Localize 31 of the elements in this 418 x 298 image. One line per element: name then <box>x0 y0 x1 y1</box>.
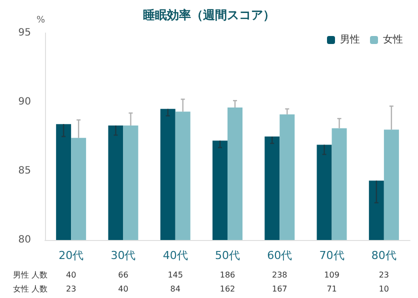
legend-label: 男性 <box>340 34 360 46</box>
text: 238 <box>272 270 288 280</box>
y-tick-label: 95 <box>18 28 31 38</box>
text: 40 <box>118 284 128 294</box>
y-tick-label: 80 <box>18 234 31 246</box>
text: 186 <box>220 270 236 280</box>
legend-label: 女性 <box>383 34 403 46</box>
text: 71 <box>326 284 337 294</box>
text: 66 <box>118 270 128 280</box>
text: 109 <box>324 270 340 280</box>
x-tick-label: 40代 <box>162 249 188 262</box>
y-tick-label: 90 <box>18 96 31 108</box>
x-tick-label: 80代 <box>371 249 396 262</box>
x-tick-label: 70代 <box>319 249 344 262</box>
text: 23 <box>378 270 390 280</box>
text: 10 <box>378 284 390 294</box>
text: 40 <box>66 270 76 280</box>
y-tick-label: 85 <box>18 166 31 176</box>
x-tick-label: 20代 <box>58 249 84 262</box>
text: 162 <box>220 284 236 294</box>
text: 84 <box>170 284 180 294</box>
x-tick-label: 60代 <box>267 249 292 262</box>
text: 167 <box>272 284 288 294</box>
text: 男性 人数 <box>13 270 48 280</box>
text: 23 <box>66 284 76 294</box>
text: 女性 人数 <box>13 284 48 294</box>
y-axis-title: % <box>36 16 46 26</box>
x-tick-label: 30代 <box>110 249 136 262</box>
x-tick-label: 50代 <box>215 249 240 262</box>
chart-title: 睡眠効率（週間スコア） <box>143 8 275 22</box>
text: 145 <box>168 270 183 280</box>
